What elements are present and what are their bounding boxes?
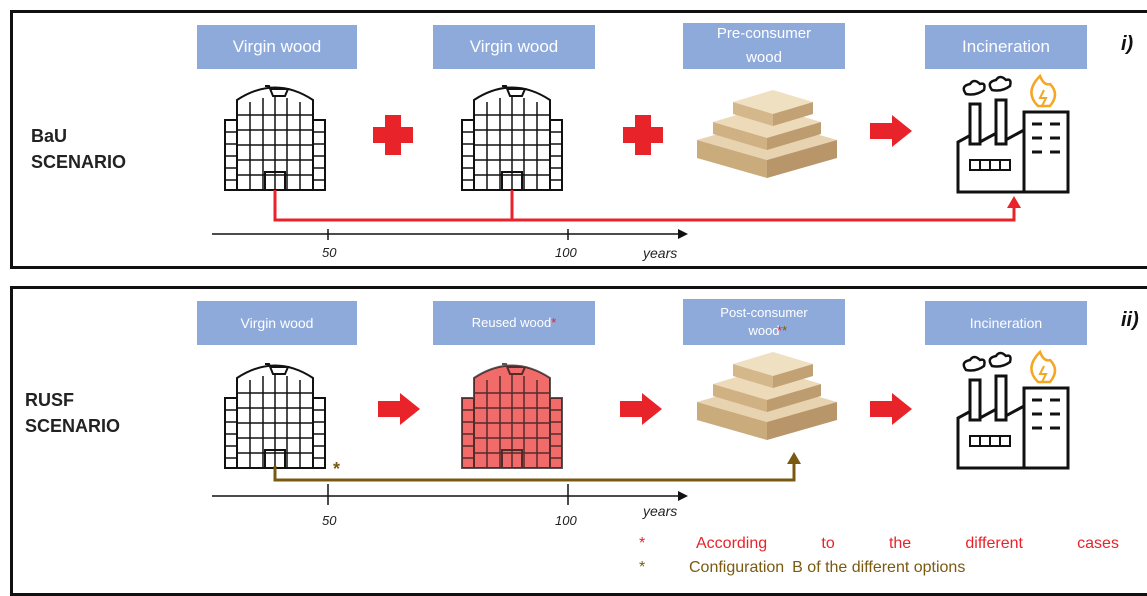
wood-panels-icon [697, 90, 837, 178]
scenario-title-rusf: RUSF SCENARIO [25, 387, 120, 439]
plus-icon [373, 115, 413, 155]
legend-row-config-b: * Configuration B of the different optio… [639, 559, 965, 577]
legend-mark: * [639, 559, 646, 576]
wood-panels-icon [697, 352, 837, 440]
legend-word: Configuration [689, 559, 785, 576]
tick-label-100: 100 [555, 245, 577, 260]
factory-icon [956, 350, 1070, 470]
scenario-title-bau: BaU SCENARIO [31, 123, 126, 175]
box-virgin-wood: Virgin wood [197, 301, 357, 345]
legend-word: to [821, 535, 835, 552]
reused-wood-mark: * [551, 315, 557, 330]
panel-label-ii: ii) [1121, 309, 1139, 331]
post-consumer-text: Post-consumer wood [720, 305, 808, 338]
building-icon [461, 85, 563, 191]
box-post-consumer-wood: Post-consumer wood [683, 299, 845, 345]
box-reused-wood: Reused wood * [433, 301, 595, 345]
scenario-line-1: RUSF [25, 390, 74, 410]
legend-mark: * [639, 535, 646, 552]
years-label: years [643, 503, 678, 519]
tick-label-50: 50 [322, 245, 337, 260]
scenario-line-2: SCENARIO [31, 152, 127, 172]
box-virgin-wood-1: Virgin wood [197, 25, 357, 69]
arrow-right-icon [620, 393, 662, 425]
post-consumer-marks: ** [777, 323, 787, 338]
legend-word: B of the different options [792, 559, 966, 576]
legend-word: According [696, 535, 768, 552]
tick-label-50: 50 [322, 513, 337, 528]
legend-row-cases: * According to the different cases [639, 535, 1119, 553]
tick-label-100: 100 [555, 513, 577, 528]
building-icon [224, 85, 326, 191]
box-incineration: Incineration [925, 301, 1087, 345]
legend-word: the [888, 535, 912, 552]
years-label: years [643, 245, 678, 261]
building-icon [224, 363, 326, 469]
post-mark-brown: * [782, 323, 788, 338]
reused-wood-text: Reused wood [471, 315, 552, 330]
plus-icon [623, 115, 663, 155]
legend-word: different [965, 535, 1023, 552]
legend-text: According to the different cases [696, 535, 1119, 553]
legend-word: cases [1077, 535, 1119, 552]
scenario-line-2: SCENARIO [25, 416, 121, 436]
panel-label-i: i) [1121, 33, 1134, 55]
scenario-line-1: BaU [31, 126, 68, 146]
panel-bau-scenario: i) BaU SCENARIO Virgin wood Virgin wood … [10, 10, 1147, 269]
branch-mark: * [333, 459, 341, 479]
arrow-right-icon [870, 393, 912, 425]
factory-icon [956, 74, 1070, 194]
arrow-right-icon [378, 393, 420, 425]
post-mark-red: * [777, 323, 783, 338]
arrow-right-icon [870, 115, 912, 147]
box-pre-consumer-wood: Pre-consumer wood [683, 23, 845, 69]
box-virgin-wood-2: Virgin wood [433, 25, 595, 69]
diagram-graphics [212, 74, 1070, 505]
box-incineration: Incineration [925, 25, 1087, 69]
